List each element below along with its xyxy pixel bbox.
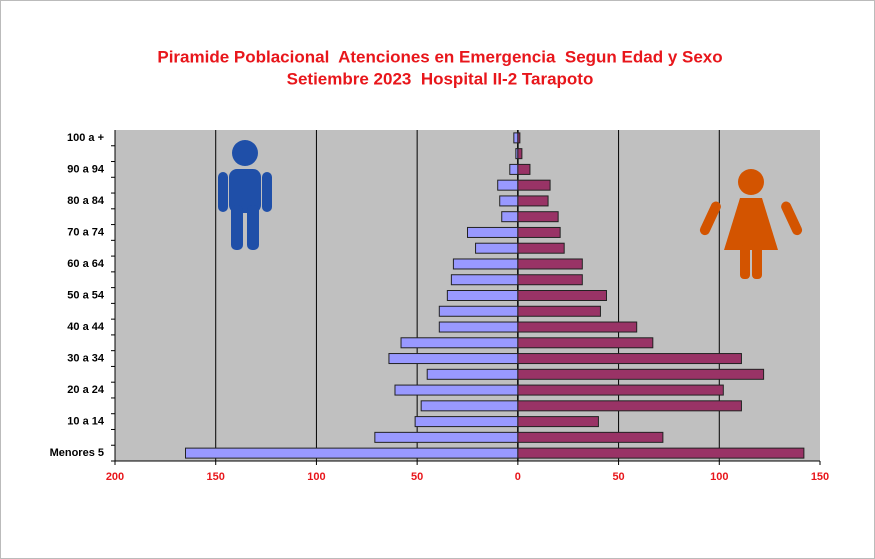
bar bbox=[517, 132, 521, 144]
bar bbox=[467, 226, 519, 238]
x-tick-label: 200 bbox=[106, 471, 124, 483]
bar bbox=[509, 163, 519, 175]
bar bbox=[517, 195, 549, 207]
bar bbox=[414, 416, 519, 428]
bar bbox=[517, 400, 742, 412]
bar bbox=[501, 211, 519, 223]
bar bbox=[475, 242, 519, 254]
y-tick-label: 80 a 84 bbox=[67, 195, 105, 207]
y-tick-label: 20 a 24 bbox=[67, 384, 105, 396]
y-tick-label: 70 a 74 bbox=[67, 226, 105, 238]
bar bbox=[517, 242, 565, 254]
bar bbox=[450, 274, 519, 286]
bar bbox=[452, 258, 519, 270]
bar bbox=[499, 195, 519, 207]
bar bbox=[517, 163, 531, 175]
y-tick-label: 90 a 94 bbox=[67, 163, 105, 175]
bar bbox=[374, 431, 519, 443]
bar bbox=[517, 290, 607, 301]
bar bbox=[517, 148, 523, 160]
x-tick-label: 0 bbox=[515, 471, 521, 483]
bar bbox=[400, 337, 519, 349]
y-tick-label: 30 a 34 bbox=[67, 352, 105, 364]
bar bbox=[388, 353, 519, 365]
chart-title: Piramide Poblacional Atenciones en Emerg… bbox=[157, 47, 722, 66]
bar bbox=[517, 258, 583, 270]
y-tick-label: 60 a 64 bbox=[67, 258, 105, 270]
bar bbox=[513, 132, 519, 144]
bar bbox=[497, 179, 519, 191]
bar bbox=[438, 321, 519, 333]
bar bbox=[185, 447, 519, 459]
y-tick-label: 10 a 14 bbox=[67, 416, 105, 428]
bar bbox=[517, 353, 742, 365]
bar bbox=[517, 337, 654, 349]
bar bbox=[517, 368, 765, 380]
chart-subtitle: Setiembre 2023 Hospital II-2 Tarapoto bbox=[287, 69, 594, 88]
marks bbox=[185, 130, 805, 461]
bar bbox=[420, 400, 519, 412]
bar bbox=[517, 447, 805, 459]
bar bbox=[517, 211, 559, 223]
x-tick-label: 50 bbox=[612, 471, 624, 483]
bar bbox=[517, 226, 561, 238]
y-tick-label: Menores 5 bbox=[50, 447, 104, 459]
x-tick-label: 150 bbox=[811, 471, 829, 483]
x-tick-label: 100 bbox=[710, 471, 728, 483]
x-tick-label: 50 bbox=[411, 471, 423, 483]
bar bbox=[517, 274, 583, 286]
bar bbox=[438, 305, 519, 317]
bar bbox=[517, 179, 551, 191]
x-tick-label: 150 bbox=[207, 471, 225, 483]
x-tick-label: 100 bbox=[307, 471, 325, 483]
y-tick-label: 50 a 54 bbox=[67, 289, 105, 301]
bar bbox=[517, 416, 599, 428]
bar bbox=[446, 290, 519, 301]
bar bbox=[394, 384, 519, 396]
bar bbox=[517, 321, 638, 333]
male-icon bbox=[218, 140, 272, 250]
y-tick-label: 100 a + bbox=[67, 132, 104, 144]
y-tick-label: 40 a 44 bbox=[67, 321, 105, 333]
female-icon bbox=[699, 169, 803, 279]
bar bbox=[426, 368, 519, 380]
bar bbox=[517, 384, 724, 396]
bar bbox=[517, 305, 601, 317]
bar bbox=[517, 431, 664, 443]
